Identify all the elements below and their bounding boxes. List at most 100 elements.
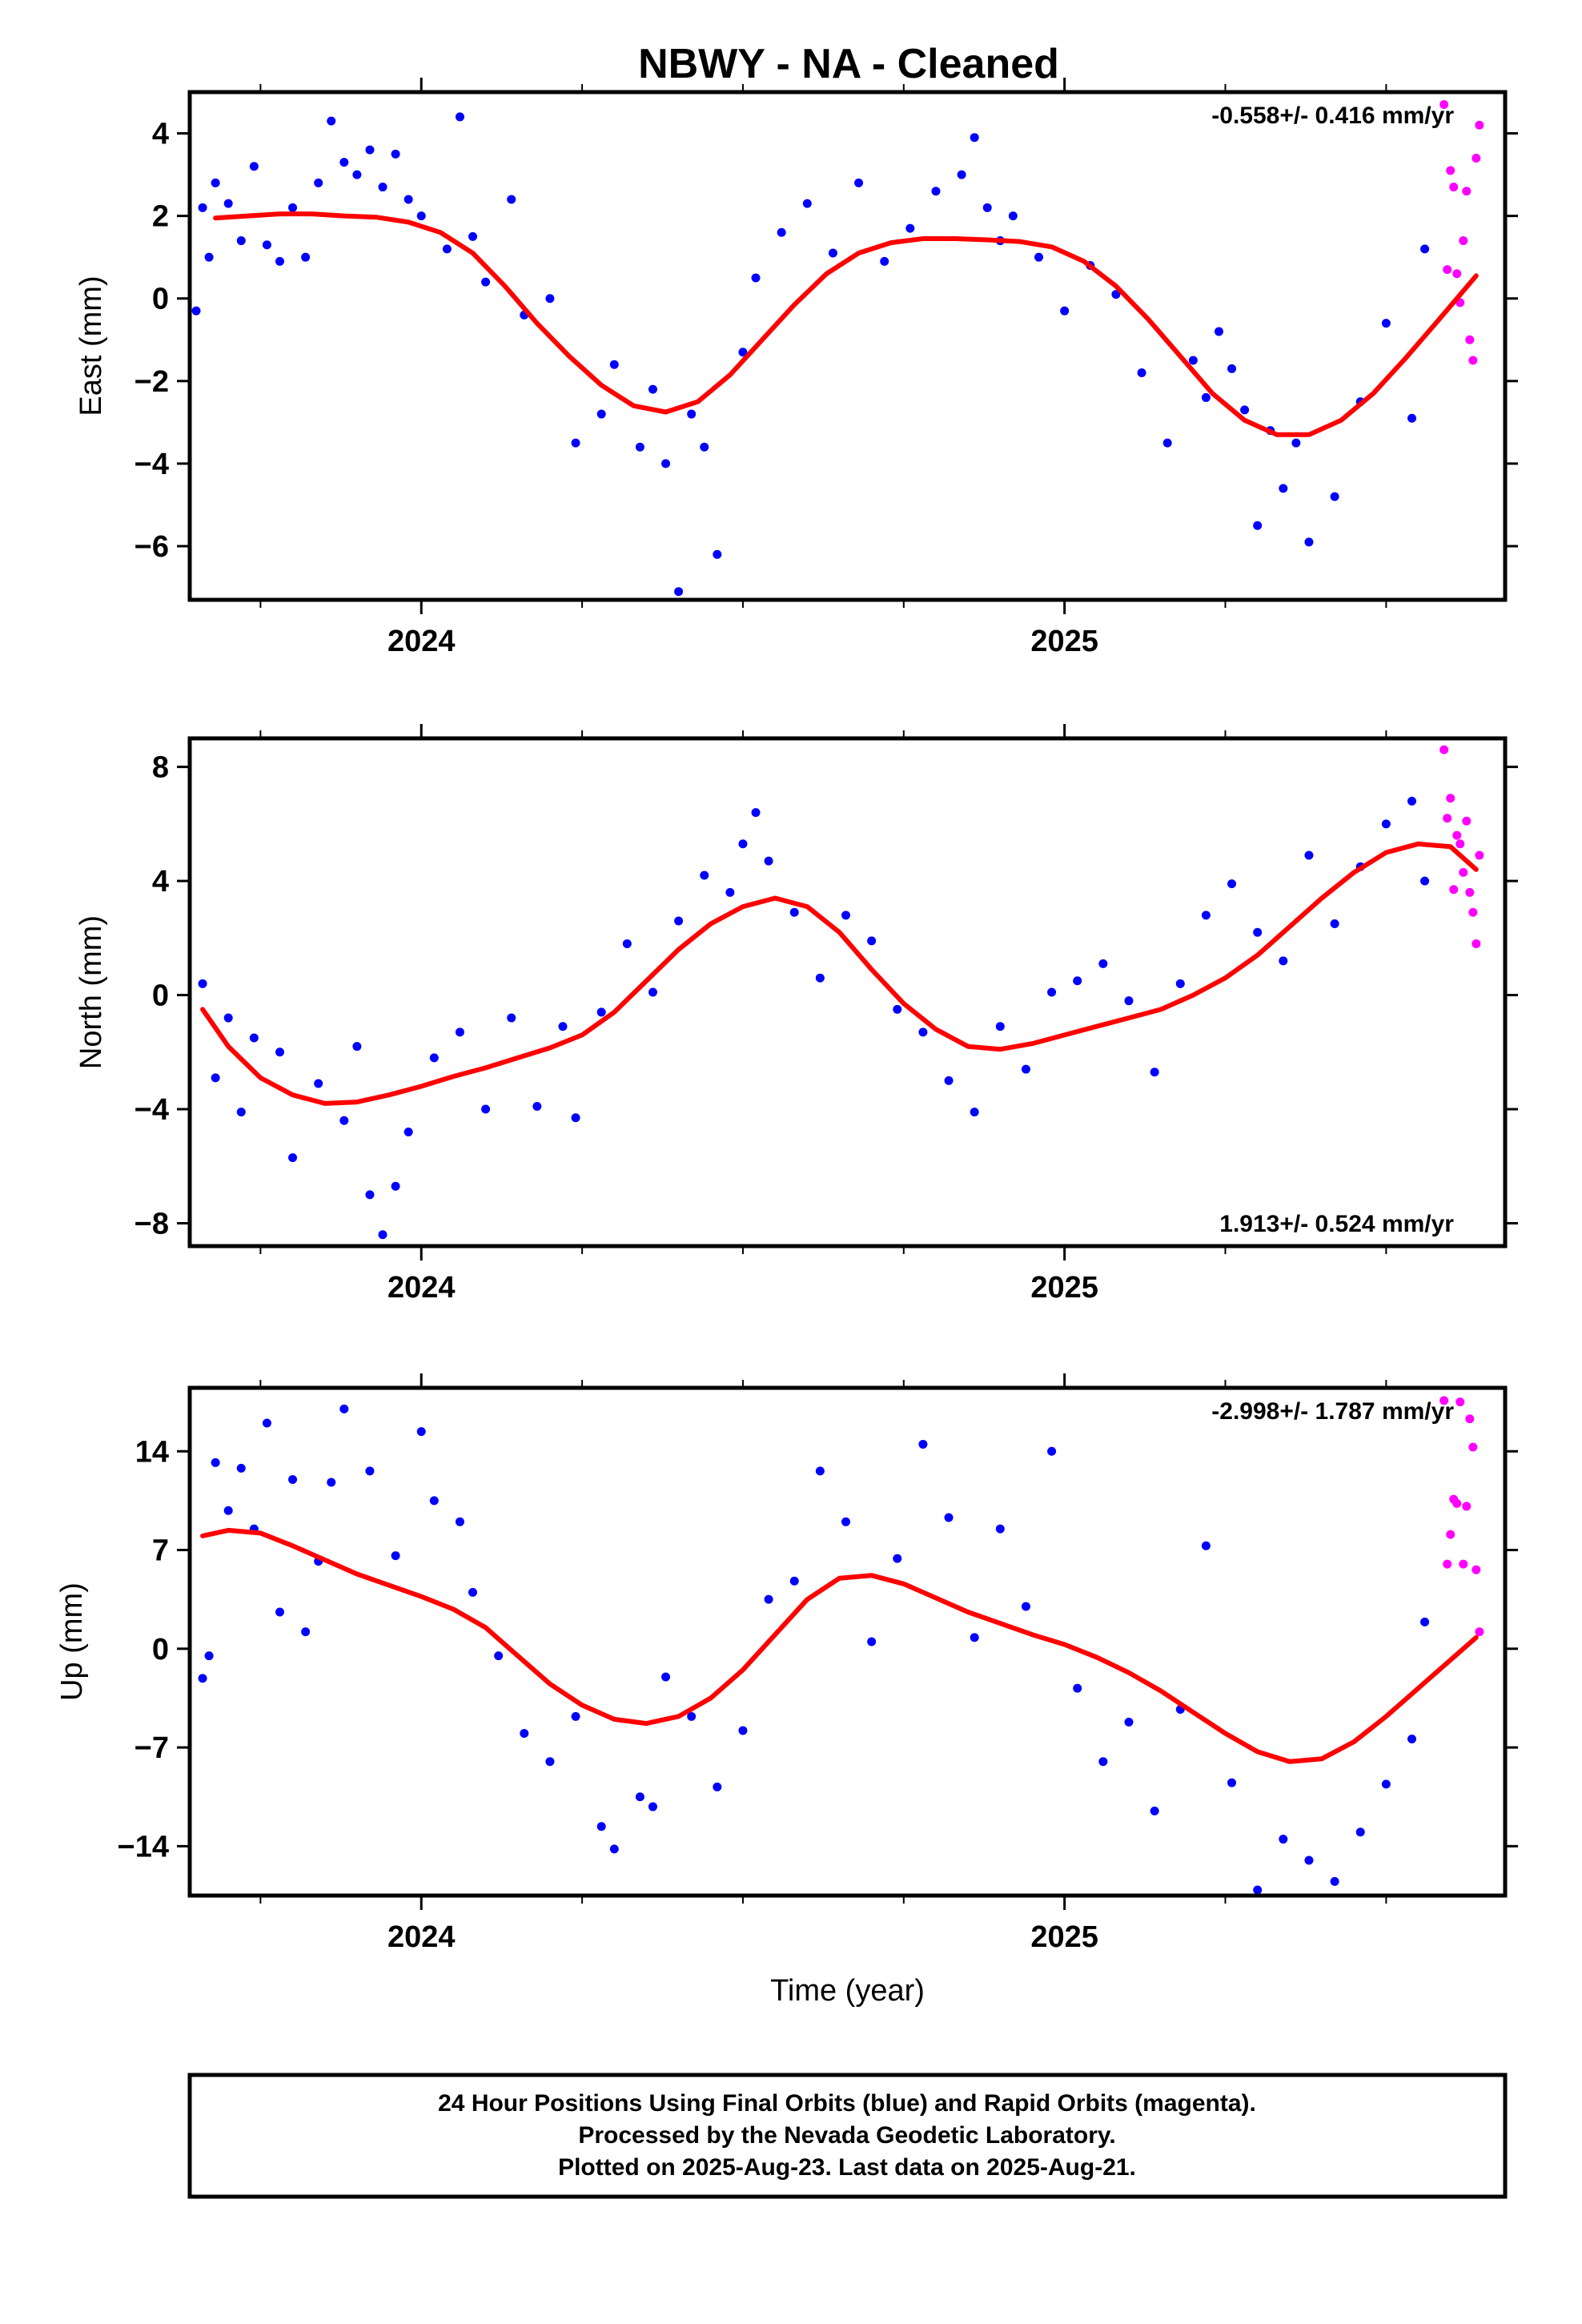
x-axis-label-up: Time (year) (770, 1974, 925, 2008)
data-point-final-north (893, 1004, 902, 1014)
x-tick-label-east: 2024 (387, 625, 456, 658)
data-point-final-east (1291, 438, 1301, 448)
data-point-final-north (1073, 976, 1082, 986)
data-point-rapid-north (1446, 794, 1456, 803)
data-point-final-east (1330, 492, 1339, 501)
data-point-final-north (391, 1181, 400, 1191)
data-point-final-east (687, 409, 697, 419)
y-tick-label-east: 2 (152, 200, 169, 234)
footer-line-processed: Processed by the Nevada Geodetic Laborat… (578, 2122, 1115, 2149)
data-point-final-north (236, 1108, 246, 1117)
data-point-final-east (609, 360, 619, 369)
data-point-final-north (738, 839, 748, 849)
data-point-final-up (867, 1637, 877, 1647)
data-point-final-up (1227, 1778, 1237, 1787)
footer-box: 24 Hour Positions Using Final Orbits (bl… (187, 2073, 1508, 2199)
rate-label-up: -2.998+/- 1.787 mm/yr (1211, 1398, 1454, 1425)
data-point-final-east (1111, 290, 1121, 300)
data-point-rapid-north (1465, 887, 1475, 897)
data-point-rapid-north (1449, 885, 1459, 895)
data-point-final-north (481, 1104, 491, 1114)
data-point-final-east (571, 438, 580, 448)
data-point-final-up (944, 1513, 954, 1522)
data-point-final-east (507, 195, 516, 204)
data-point-final-east (339, 158, 349, 167)
data-point-rapid-north (1472, 939, 1481, 948)
data-point-rapid-east (1468, 356, 1478, 365)
data-point-final-east (327, 116, 336, 126)
data-point-final-north (725, 887, 735, 897)
data-point-final-east (262, 240, 271, 250)
data-point-rapid-east (1475, 120, 1484, 130)
data-point-final-north (532, 1101, 542, 1111)
panel-east: −6 −4 −2 0 2 4 2024 2025 -0.558+/- 0.416 mm/yr Ea… (74, 78, 1518, 658)
data-point-rapid-east (1449, 183, 1459, 192)
data-point-final-up (970, 1633, 979, 1642)
data-point-final-east (378, 183, 387, 192)
data-point-final-up (1047, 1446, 1057, 1456)
data-point-final-north (815, 973, 825, 983)
data-point-final-east (352, 170, 362, 179)
data-point-final-east (802, 199, 812, 208)
data-point-final-east (455, 112, 464, 122)
data-point-final-north (198, 979, 207, 988)
figure-title: NBWY - NA - Cleaned (638, 41, 1059, 87)
data-point-final-east (700, 442, 709, 452)
data-point-final-east (880, 256, 889, 266)
data-point-final-up (520, 1728, 529, 1738)
data-point-final-up (204, 1651, 214, 1661)
data-point-final-up (841, 1517, 850, 1526)
data-point-final-east (1253, 521, 1263, 530)
data-point-final-east (442, 244, 452, 254)
data-point-final-east (738, 348, 748, 357)
data-point-final-east (1008, 211, 1018, 221)
data-point-final-east (828, 248, 837, 258)
data-point-final-north (1227, 879, 1237, 889)
data-point-final-up (893, 1554, 902, 1563)
x-tick-label-east: 2025 (1030, 625, 1098, 658)
data-point-final-up (789, 1576, 799, 1586)
data-point-final-up (288, 1474, 298, 1484)
data-point-final-east (1279, 484, 1288, 493)
data-point-final-east (404, 195, 413, 204)
data-point-final-up (1150, 1806, 1159, 1815)
data-point-rapid-east (1462, 187, 1472, 196)
data-point-final-up (1355, 1827, 1365, 1837)
data-point-rapid-north (1468, 907, 1478, 917)
data-point-final-north (1175, 979, 1185, 988)
data-point-final-east (751, 273, 761, 283)
y-tick-label-up: 14 (135, 1435, 169, 1469)
data-point-rapid-up (1468, 1442, 1478, 1452)
data-point-final-east (674, 587, 684, 597)
data-point-final-up (1381, 1779, 1391, 1789)
data-point-rapid-north (1443, 814, 1452, 823)
data-point-final-east (288, 203, 298, 212)
data-point-final-up (275, 1607, 284, 1617)
data-point-final-east (713, 549, 722, 559)
data-point-final-north (1201, 911, 1211, 920)
y-tick-label-north: 8 (152, 751, 169, 785)
data-point-final-north (1047, 987, 1057, 997)
model-fit-line-east (213, 211, 1479, 437)
data-point-final-east (314, 178, 323, 187)
data-point-final-north (429, 1053, 439, 1063)
y-tick-label-north: 0 (152, 979, 169, 1013)
data-point-final-up (713, 1782, 722, 1791)
data-point-rapid-up (1459, 1559, 1468, 1569)
data-point-final-east (982, 203, 992, 212)
data-point-final-up (1304, 1856, 1314, 1865)
data-point-final-east (275, 256, 284, 266)
data-point-rapid-up (1472, 1565, 1481, 1574)
data-point-final-north (700, 870, 709, 880)
plot-frame-east (187, 90, 1508, 602)
data-point-final-up (1407, 1735, 1417, 1744)
data-point-final-up (391, 1551, 400, 1561)
data-point-final-north (867, 936, 877, 946)
data-point-final-up (609, 1844, 619, 1854)
data-point-final-up (429, 1496, 439, 1506)
data-point-final-north (558, 1022, 568, 1031)
data-point-final-up (648, 1802, 657, 1811)
data-point-rapid-north (1439, 745, 1449, 754)
data-point-final-north (455, 1027, 464, 1037)
